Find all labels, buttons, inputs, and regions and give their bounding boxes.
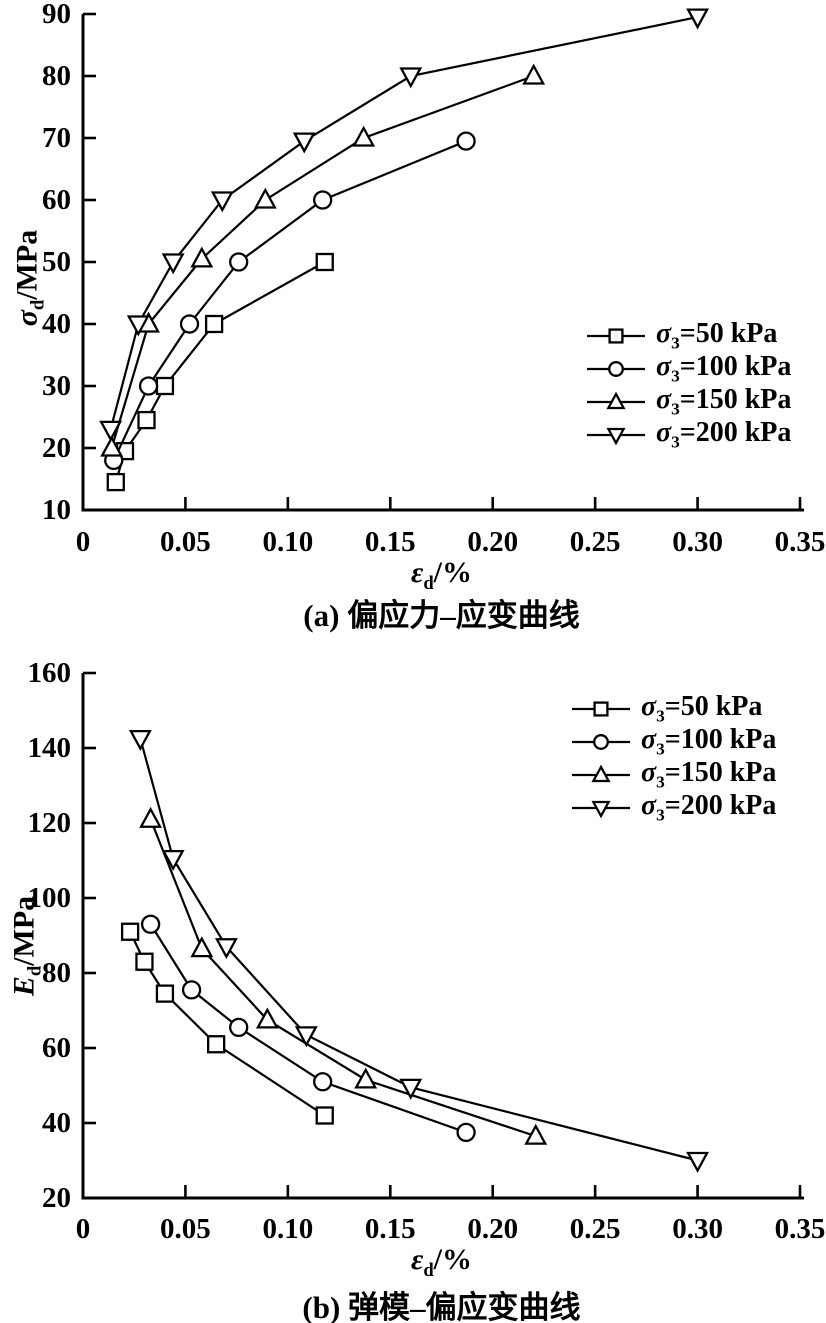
axes [81,673,804,1200]
y-tick-label: 160 [28,657,72,689]
series--3-200-kPa [99,8,710,442]
x-tick-label: 0.30 [672,526,723,558]
y-tick-label: 100 [28,882,72,914]
y-tick-label: 30 [42,370,71,402]
x-tick-label: 0.20 [467,1213,518,1245]
x-tick-label: 0.30 [672,1213,723,1245]
triangle-down-legend-marker-icon [572,800,630,818]
x-tick-label: 0.05 [160,526,211,558]
legend-item: σ3=200 kPa [585,418,791,451]
y-tick-label: 70 [42,122,71,154]
legend-item: σ3=100 kPa [585,352,791,385]
y-tick-label: 20 [42,432,71,464]
legend-item: σ3=50 kPa [570,692,776,725]
series--3-150-kPa [139,806,548,1145]
y-tick-label: 50 [42,246,71,278]
series--3-200-kPa [128,729,710,1173]
legend-item: σ3=100 kPa [570,725,776,758]
x-tick-label: 0.25 [570,1213,621,1245]
y-tick-label: 40 [42,1107,71,1139]
chart-b-caption: (b) 弹模–偏应变曲线 [302,1290,581,1323]
legend-item: σ3=50 kPa [585,319,791,352]
y-tick-label: 80 [42,957,71,989]
y-tick-label: 120 [28,807,72,839]
y-tick-label: 90 [42,0,71,30]
y-tick-label: 80 [42,60,71,92]
x-tick-label: 0.20 [467,526,518,558]
legend-label: σ3=200 kPa [656,416,792,452]
x-axis-ticks: 0 0.05 0.10 0.15 0.20 0.25 0.30 0.35 [76,497,826,558]
legend-item: σ3=200 kPa [570,791,776,824]
chart-b-legend: σ3=50 kPa σ3=100 kPa σ3=150 kPa σ3=200 kPa [570,692,776,824]
y-tick-label: 60 [42,1032,71,1064]
legend-item: σ3=150 kPa [585,385,791,418]
triangle-up-legend-marker-icon [572,764,630,782]
chart-b-x-axis-label: εd/% [411,1243,472,1281]
y-tick-label: 140 [28,732,72,764]
legend-label: σ3=100 kPa [656,350,792,386]
series--3-100-kPa [140,914,476,1143]
square-legend-marker-icon [587,327,645,344]
square-legend-marker-icon [572,700,630,717]
x-tick-label: 0.10 [262,1213,313,1245]
x-tick-label: 0.10 [262,526,313,558]
y-axis-ticks: 10 20 30 40 50 60 70 80 90 [42,0,96,526]
legend-label: σ3=150 kPa [641,756,777,792]
x-tick-label: 0.15 [365,526,416,558]
x-tick-label: 0.15 [365,1213,416,1245]
chart-a-caption: (a) 偏应力–应变曲线 [303,598,580,633]
legend-label: σ3=150 kPa [656,383,792,419]
x-tick-label: 0.35 [775,1213,826,1245]
triangle-up-legend-marker-icon [587,391,645,409]
series--3-50-kPa [120,922,334,1125]
circle-legend-marker-icon [587,360,645,377]
x-tick-label: 0.25 [570,526,621,558]
chart-b-modulus-strain: 20 40 60 80 100 120 140 160 0 0.05 0.10 0.15 0.20 0.2… [28,657,826,1245]
y-tick-label: 20 [42,1182,71,1214]
legend-label: σ3=100 kPa [641,723,777,759]
series--3-50-kPa [106,252,334,492]
legend-label: σ3=50 kPa [641,690,763,726]
x-tick-label: 0 [76,1213,91,1245]
x-tick-label: 0.05 [160,1213,211,1245]
chart-a-legend: σ3=50 kPa σ3=100 kPa σ3=150 kPa σ3=200 kPa [585,319,791,451]
y-tick-label: 10 [42,494,71,526]
legend-label: σ3=200 kPa [641,789,777,825]
legend-item: σ3=150 kPa [570,758,776,791]
circle-legend-marker-icon [572,733,630,750]
legend-label: σ3=50 kPa [656,317,778,353]
triangle-down-legend-marker-icon [587,427,645,445]
x-axis-ticks: 0 0.05 0.10 0.15 0.20 0.25 0.30 0.35 [76,1185,826,1245]
x-tick-label: 0 [76,526,91,558]
chart-a-x-axis-label: εd/% [411,556,472,594]
x-tick-label: 0.35 [775,526,826,558]
y-tick-label: 40 [42,308,71,340]
chart-b-y-axis-label: Ed/MPa [7,895,46,997]
chart-a-y-axis-label: σd/MPa [10,229,49,327]
y-axis-ticks: 20 40 60 80 100 120 140 160 [28,657,96,1214]
series--3-100-kPa [104,131,476,471]
y-tick-label: 60 [42,184,71,216]
series--3-150-kPa [100,63,546,457]
